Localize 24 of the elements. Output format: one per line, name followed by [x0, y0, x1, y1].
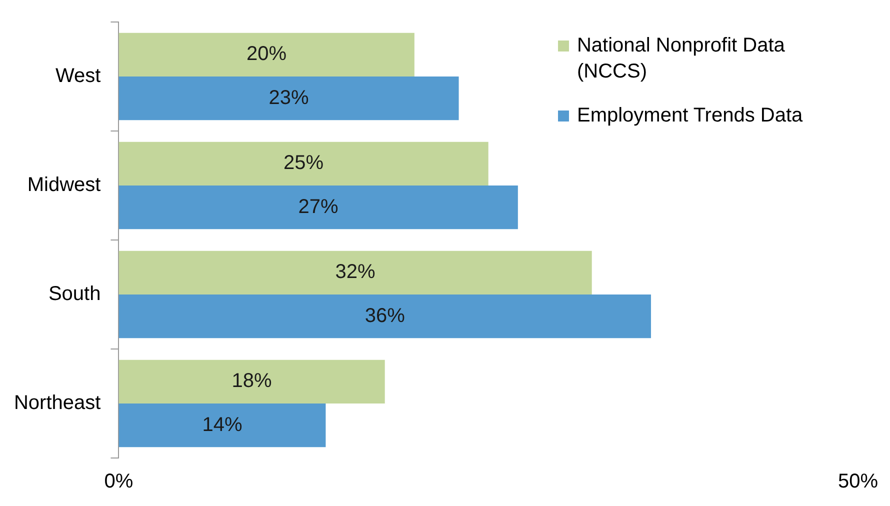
bar	[118, 294, 651, 338]
bar	[118, 250, 592, 294]
bar	[118, 32, 414, 76]
y-tick-label: South	[48, 283, 101, 306]
legend-label: Employment Trends Data	[576, 104, 804, 127]
data-label: 18%	[232, 370, 272, 392]
data-label: 27%	[298, 196, 339, 218]
bar	[118, 186, 518, 230]
y-tick-label: Midwest	[27, 174, 102, 196]
data-label: 14%	[202, 414, 242, 436]
legend-label: National Nonprofit Data (NCCS)	[576, 34, 786, 83]
data-label: 36%	[364, 304, 406, 327]
data-label: 32%	[335, 261, 376, 284]
bar	[118, 360, 385, 404]
bar	[118, 76, 459, 120]
y-tick-label: West	[56, 65, 102, 88]
bar	[118, 142, 488, 186]
x-tick-label: 0%	[104, 470, 134, 493]
data-label: 25%	[284, 152, 324, 174]
bar	[118, 404, 326, 448]
data-label: 20%	[246, 43, 287, 66]
data-label: 23%	[268, 86, 309, 109]
y-tick-label: Northeast	[14, 392, 102, 414]
x-tick-label: 50%	[838, 470, 878, 493]
